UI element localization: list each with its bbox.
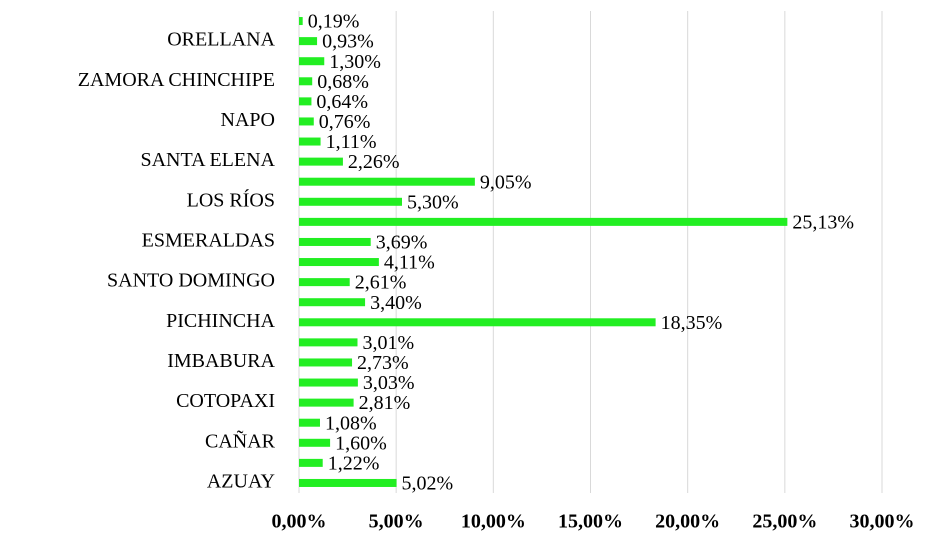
- y-tick-label: SANTA ELENA: [140, 149, 275, 171]
- value-label: 3,69%: [376, 232, 428, 254]
- value-label: 1,22%: [328, 452, 380, 474]
- y-tick-label: CAÑAR: [205, 428, 276, 452]
- y-tick-label: ZAMORA CHINCHIPE: [78, 69, 275, 91]
- value-label: 1,30%: [329, 51, 381, 73]
- x-tick-label: 0,00%: [272, 511, 327, 533]
- y-tick-label: ESMERALDAS: [142, 230, 275, 252]
- x-tick-label: 5,00%: [369, 511, 424, 533]
- y-tick-label: PICHINCHA: [166, 310, 275, 332]
- bar: [299, 157, 343, 166]
- bar: [299, 37, 318, 46]
- bar: [299, 17, 303, 26]
- y-tick-label: COTOPAXI: [176, 390, 275, 412]
- value-label: 2,81%: [359, 392, 411, 414]
- bar: [299, 237, 371, 246]
- value-label: 3,01%: [362, 332, 414, 354]
- bar: [299, 298, 366, 307]
- bar: [299, 177, 475, 186]
- bar: [299, 278, 350, 287]
- value-label: 1,60%: [335, 432, 387, 454]
- value-label: 18,35%: [661, 312, 723, 334]
- value-label: 0,76%: [319, 111, 371, 133]
- value-label: 2,26%: [348, 151, 400, 173]
- value-label: 5,30%: [407, 191, 459, 213]
- value-label: 9,05%: [480, 171, 532, 193]
- value-label: 2,61%: [355, 272, 407, 294]
- bar: [299, 97, 312, 106]
- bar: [299, 478, 397, 487]
- value-label: 5,02%: [402, 473, 454, 495]
- y-tick-label: ORELLANA: [167, 29, 275, 51]
- x-tick-label: 15,00%: [558, 511, 623, 533]
- value-label: 2,73%: [357, 352, 409, 374]
- bar: [299, 378, 358, 387]
- value-label: 3,40%: [370, 292, 422, 314]
- bar: [299, 197, 402, 206]
- bar: [299, 398, 354, 407]
- value-label: 25,13%: [792, 211, 854, 233]
- x-tick-label: 20,00%: [655, 511, 720, 533]
- bar: [299, 77, 313, 86]
- value-label: 1,11%: [326, 131, 377, 153]
- value-label: 0,64%: [316, 91, 368, 113]
- value-label: 1,08%: [325, 412, 377, 434]
- bar: [299, 258, 379, 267]
- y-tick-label: SANTO DOMINGO: [107, 270, 275, 292]
- value-label: 4,11%: [384, 252, 435, 274]
- y-tick-label: IMBABURA: [167, 350, 275, 372]
- value-label: 0,93%: [322, 31, 374, 53]
- value-label: 0,68%: [317, 71, 369, 93]
- bar: [299, 57, 325, 66]
- bar: [299, 418, 320, 427]
- bar: [299, 458, 323, 467]
- bar: [299, 338, 358, 347]
- bar: [299, 217, 788, 226]
- x-tick-label: 25,00%: [752, 511, 817, 533]
- bar: [299, 438, 331, 447]
- value-label: 0,19%: [308, 11, 360, 33]
- y-tick-label: LOS RÍOS: [187, 188, 275, 211]
- bar: [299, 318, 656, 327]
- value-label: 3,03%: [363, 372, 415, 394]
- bar: [299, 137, 321, 146]
- bar: [299, 358, 353, 367]
- x-tick-label: 10,00%: [461, 511, 526, 533]
- bar: [299, 117, 314, 126]
- y-tick-label: NAPO: [221, 109, 275, 131]
- y-tick-label: AZUAY: [207, 471, 275, 493]
- x-tick-label: 30,00%: [850, 511, 915, 533]
